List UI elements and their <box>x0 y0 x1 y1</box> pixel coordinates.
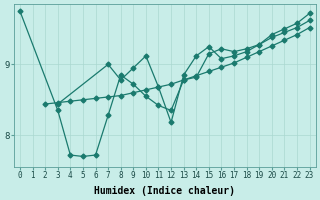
X-axis label: Humidex (Indice chaleur): Humidex (Indice chaleur) <box>94 186 235 196</box>
